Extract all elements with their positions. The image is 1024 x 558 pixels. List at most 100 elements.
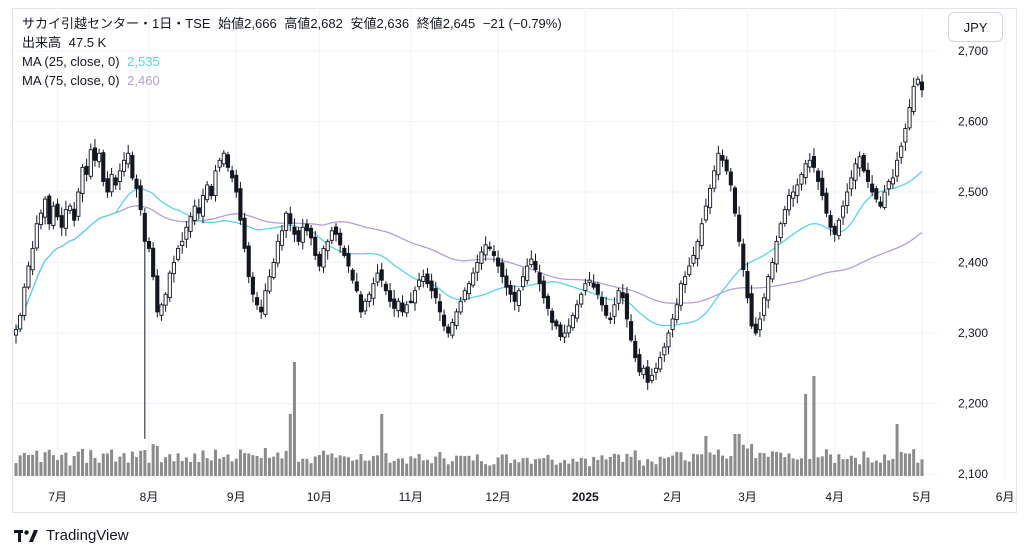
- candle: [176, 245, 181, 262]
- price-tick-label: 2,600: [958, 115, 988, 129]
- volume-bar: [417, 454, 421, 476]
- candle: [832, 223, 837, 242]
- candle: [350, 267, 355, 284]
- volume-bar: [164, 457, 168, 476]
- candle: [242, 212, 247, 253]
- candle: [504, 268, 509, 296]
- symbol-title[interactable]: サカイ引越センター・1日・TSE: [22, 16, 211, 31]
- chart-frame: [12, 8, 1017, 513]
- candle-body: [279, 230, 285, 246]
- volume-bar: [621, 461, 625, 476]
- candle: [97, 148, 102, 168]
- price-tick-label: 2,700: [958, 44, 988, 58]
- candle: [828, 210, 833, 236]
- candle: [508, 280, 513, 303]
- candle-body: [637, 354, 642, 373]
- candle-body: [134, 178, 139, 189]
- candle: [795, 178, 800, 204]
- candle: [620, 283, 625, 305]
- candle: [803, 159, 808, 185]
- candle-body: [109, 173, 114, 193]
- volume-bar: [93, 457, 97, 476]
- candle-body: [683, 276, 688, 285]
- price-axis[interactable]: 2,100 2,200 2,300 2,400 2,500 2,600 2,700: [958, 44, 988, 481]
- candle-body: [653, 367, 659, 373]
- candle-body: [313, 236, 318, 256]
- candle-body: [554, 320, 559, 327]
- candle: [76, 187, 81, 221]
- candle-body: [346, 252, 351, 267]
- candle: [371, 277, 376, 306]
- volume-bar: [588, 466, 592, 476]
- candle-body: [849, 177, 854, 190]
- volume-bar: [68, 465, 72, 476]
- candle-body: [462, 290, 467, 301]
- volume-value: 47.5 K: [68, 35, 107, 50]
- candle: [26, 261, 31, 290]
- candle-body: [142, 212, 147, 242]
- brand[interactable]: TradingView: [14, 527, 129, 544]
- candle: [870, 175, 875, 196]
- candle-body: [566, 325, 571, 334]
- volume-bar: [330, 453, 334, 476]
- candle: [396, 297, 401, 318]
- ma25-value: 2,535: [127, 54, 160, 69]
- volume-bar: [604, 459, 608, 476]
- candle: [392, 290, 397, 317]
- candle-body: [59, 215, 64, 228]
- candle: [878, 196, 883, 209]
- candle-body: [188, 216, 193, 232]
- candle: [200, 188, 206, 224]
- candle-body: [325, 240, 330, 252]
- candle: [703, 198, 708, 223]
- candle: [238, 181, 243, 225]
- volume-bar: [704, 436, 708, 476]
- candle-body: [176, 247, 181, 260]
- candle-body: [562, 332, 567, 338]
- candle: [707, 184, 713, 215]
- candle: [899, 142, 904, 164]
- candle-body: [404, 304, 409, 314]
- volume-bar: [629, 456, 633, 476]
- currency-button[interactable]: JPY: [948, 12, 1003, 42]
- time-axis[interactable]: 7月 8月 9月 10月 11月 12月 2025 2月 3月 4月 5月 6月: [48, 490, 1014, 504]
- candle-body: [645, 366, 650, 383]
- candle-body: [599, 297, 605, 306]
- candle: [874, 185, 879, 203]
- volume-bar: [226, 454, 230, 476]
- volume-bar: [612, 453, 616, 476]
- candle-body: [483, 244, 488, 256]
- time-tick-label: 8月: [140, 490, 159, 504]
- candle: [429, 273, 434, 299]
- ma25-legend[interactable]: MA (25, close, 0) 2,535: [22, 52, 566, 71]
- candle-body: [387, 290, 393, 302]
- candle-body: [192, 205, 197, 221]
- volume-bar: [305, 458, 309, 476]
- candle-body: [342, 247, 347, 256]
- time-tick-label: 11月: [399, 490, 423, 504]
- candle-body: [857, 156, 862, 169]
- volume-bar: [371, 455, 375, 476]
- volume-bar: [338, 455, 342, 476]
- candle: [113, 174, 118, 190]
- candle: [861, 152, 866, 174]
- candle: [346, 245, 351, 273]
- candle-body: [641, 367, 646, 376]
- candle-body: [412, 290, 418, 304]
- time-tick-label: 4月: [825, 490, 844, 504]
- candle-body: [442, 314, 447, 327]
- candle: [807, 153, 812, 173]
- candle: [641, 365, 646, 379]
- candle: [13, 324, 19, 344]
- candle-body: [799, 173, 804, 185]
- candle: [446, 323, 451, 338]
- ma75-legend[interactable]: MA (75, close, 0) 2,460: [22, 71, 566, 90]
- candle-body: [333, 226, 339, 235]
- candle-body: [803, 163, 808, 178]
- candle: [454, 308, 459, 330]
- candle-body: [209, 186, 214, 197]
- candle-body: [770, 262, 775, 280]
- candle: [907, 99, 912, 131]
- volume-bar: [533, 459, 537, 476]
